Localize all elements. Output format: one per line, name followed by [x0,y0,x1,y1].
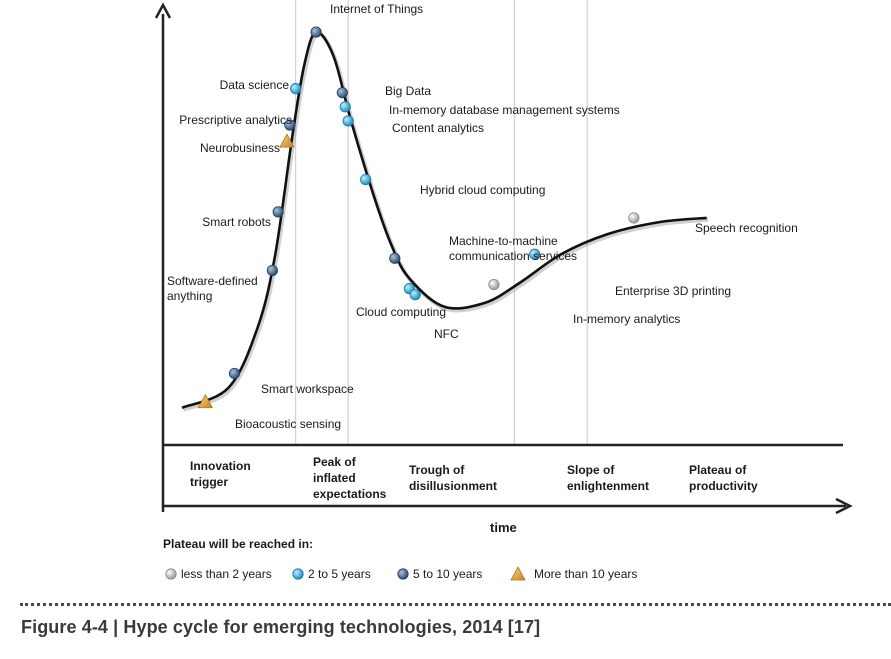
phase-label-4: Slope of enlightenment [567,463,649,493]
marker-nfc [409,289,421,301]
label-enterprise-3d-printing: Enterprise 3D printing [615,284,731,298]
separator-dotted-line [20,603,891,606]
phase-divider-lines [295,0,588,445]
hype-curve [181,30,709,412]
legend-item-less-than-2-years: less than 2 years [165,567,272,581]
marker-big-data [336,87,348,99]
legend-item-2-to-5-years: 2 to 5 years [292,567,371,581]
marker-speech-recognition [628,212,640,224]
legend-marker-2-to-5-years [292,568,304,580]
marker-bioacoustic-sensing [197,393,213,409]
marker-software-defined-anything [266,264,278,277]
legend-marker-more-than-10-years [510,566,526,581]
label-big-data: Big Data [385,84,431,98]
marker-data-science [290,83,302,95]
y-axis-arrowhead [154,2,172,19]
legend: less than 2 years 2 to 5 years 5 to 10 yea… [165,566,637,581]
x-axis-label: time [490,520,517,535]
legend-title: Plateau will be reached in: [163,537,313,551]
label-in-memory-analytics: In-memory analytics [573,312,680,326]
legend-item-more-than-10-years: More than 10 years [510,566,637,581]
marker-in-memory-analytics [488,278,500,291]
label-cloud-computing: Cloud computing [356,305,446,319]
phase-label-3: Trough of disillusionment [409,463,497,493]
label-hybrid-cloud-computing: Hybrid cloud computing [420,183,545,197]
figure-caption: Figure 4-4 | Hype cycle for emerging tec… [21,617,541,637]
marker-in-memory-database-management-systems [339,101,351,113]
label-nfc: NFC [434,327,459,341]
marker-hybrid-cloud-computing [360,173,372,186]
label-data-science: Data science [220,78,290,92]
label-neurobusiness: Neurobusiness [200,141,280,155]
label-content-analytics: Content analytics [392,121,484,135]
technology-markers [197,26,640,409]
legend-label-5-to-10-years: 5 to 10 years [413,567,482,581]
marker-prescriptive-analytics [284,119,296,131]
legend-item-5-to-10-years: 5 to 10 years [397,567,482,581]
legend-marker-5-to-10-years [397,568,409,580]
marker-internet-of-things [310,26,322,38]
x-axis-arrowhead [835,497,853,515]
label-machine-to-machine-communication-services: Machine-to-machine communication services [449,234,577,263]
marker-smart-robots [272,206,284,218]
technology-labels: Internet of Things Data science Prescripti… [167,2,798,431]
marker-machine-to-machine-communication-services [389,252,401,264]
chart-axes [154,2,853,515]
marker-enterprise-3d-printing [529,248,541,260]
label-internet-of-things: Internet of Things [330,2,423,16]
legend-label-2-to-5-years: 2 to 5 years [308,567,371,581]
label-bioacoustic-sensing: Bioacoustic sensing [235,417,341,431]
label-smart-robots: Smart robots [202,215,271,229]
label-smart-workspace: Smart workspace [261,382,354,396]
legend-marker-less-than-2-years [165,568,177,580]
marker-smart-workspace [228,367,241,380]
hype-cycle-chart: Internet of Things Data science Prescripti… [154,0,853,581]
label-software-defined-anything: Software-defined anything [167,274,258,303]
phase-label-1: Innovation trigger [190,459,251,489]
label-in-memory-database-management-systems: In-memory database management systems [389,103,620,117]
label-prescriptive-analytics: Prescriptive analytics [179,113,292,127]
legend-label-more-than-10-years: More than 10 years [534,567,637,581]
phase-label-2: Peak of inflated expectations [313,455,387,501]
label-speech-recognition: Speech recognition [695,221,798,235]
marker-content-analytics [342,115,354,127]
phase-label-5: Plateau of productivity [689,463,758,493]
hype-curve-line [181,30,707,410]
marker-neurobusiness [279,133,295,148]
legend-label-less-than-2-years: less than 2 years [181,567,272,581]
phase-labels: Innovation trigger Peak of inflated expectat… [190,455,758,501]
